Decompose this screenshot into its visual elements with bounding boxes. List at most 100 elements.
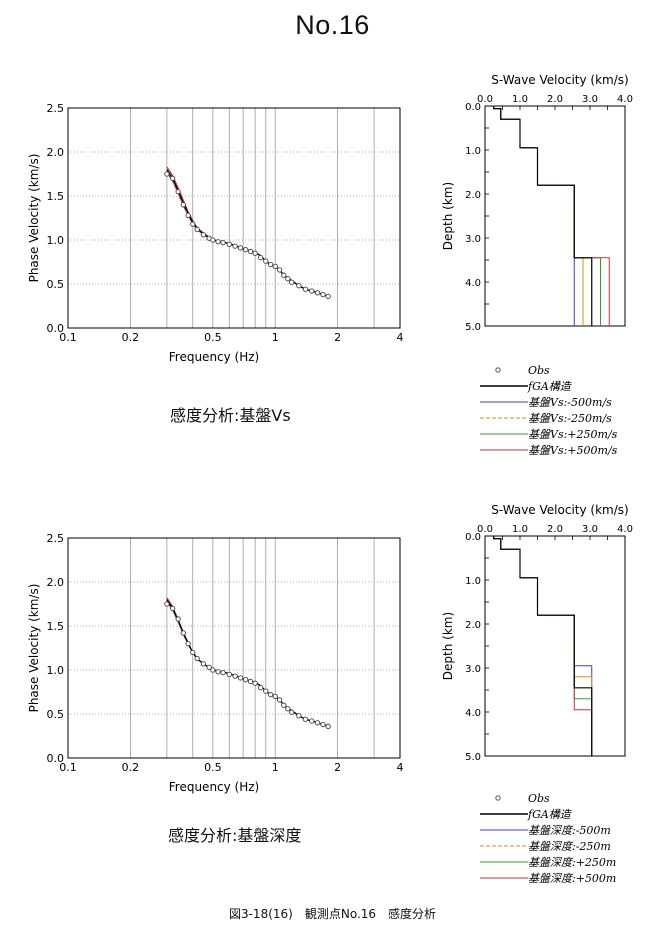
disp2-obs-point <box>263 688 269 694</box>
prof2-y-tick-label: 3.0 <box>465 664 481 675</box>
figure-footer: 図3-18(16) 観測点No.16 感度分析 <box>228 907 437 921</box>
disp2-x-tick-label: 2 <box>334 761 341 774</box>
prof2-y-tick-label: 5.0 <box>465 752 481 763</box>
prof2-title: S-Wave Velocity (km/s) <box>491 503 628 517</box>
dispersion-chart-basement-depth: 0.1 0.2 0.5 1 2 4 0.0 0.5 1.0 1.5 2.0 2.5 Frequency … <box>27 532 404 794</box>
disp2-obs-point <box>215 669 221 675</box>
disp2-x-tick-label: 0.2 <box>122 761 140 774</box>
prof1-x-tick-label: 1.0 <box>512 94 528 105</box>
disp1-series-m500 <box>166 171 329 297</box>
disp2-y-tick-label: 2.5 <box>47 532 65 545</box>
prof1-profile-m250 <box>493 106 584 326</box>
prof2-profile-p250 <box>493 536 593 756</box>
disp1-y-axis-label: Phase Velocity (km/s) <box>27 154 41 283</box>
disp2-series-p250 <box>166 597 329 727</box>
disp1-obs-point <box>220 239 226 246</box>
disp1-obs-point <box>170 175 176 182</box>
disp1-x-tick-label: 0.1 <box>59 331 77 344</box>
disp1-series-fga <box>166 169 329 297</box>
prof1-plot-frame <box>484 105 626 327</box>
disp2-obs-point <box>237 675 244 681</box>
disp2-obs-point <box>281 702 287 708</box>
disp2-y-tick-label: 0.5 <box>47 708 65 721</box>
section-caption-basement-depth: 感度分析:基盤深度 <box>168 826 302 845</box>
disp2-obs-point <box>200 661 207 667</box>
disp1-obs-point <box>309 288 315 294</box>
disp1-obs-point <box>252 250 258 256</box>
prof2-y-tick-label: 4.0 <box>465 708 481 719</box>
disp1-obs-point <box>194 226 200 233</box>
disp1-obs-point <box>232 243 238 249</box>
prof2-profile-m500 <box>493 536 593 756</box>
disp1-obs-point <box>281 272 287 278</box>
prof2-plot-frame <box>484 535 626 757</box>
disp1-obs-point <box>175 188 181 195</box>
disp2-y-tick-label: 1.5 <box>47 620 65 633</box>
disp2-obs-point <box>190 649 196 656</box>
prof2-x-tick-label: 4.0 <box>617 524 633 535</box>
disp2-obs-point <box>325 723 331 729</box>
disp1-y-tick-label: 0.5 <box>47 278 65 291</box>
prof1-x-tick-label: 4.0 <box>617 94 633 105</box>
disp1-obs-point <box>296 283 302 289</box>
disp2-obs-point <box>276 697 283 703</box>
disp2-obs-point <box>232 673 238 679</box>
prof2-y-tick-label: 1.0 <box>465 576 481 587</box>
prof2-y-tick-label: 0.0 <box>465 532 481 543</box>
prof1-x-tick-label: 2.0 <box>547 94 563 105</box>
disp1-x-tick-label: 2 <box>334 331 341 344</box>
disp1-obs-point <box>325 293 331 299</box>
prof2-y-tick-label: 2.0 <box>465 620 481 631</box>
disp1-x-tick-label: 0.2 <box>122 331 140 344</box>
leg2-legend-label-fga: fGA構造 <box>527 808 572 821</box>
leg2-legend-swatch-obs <box>495 795 501 801</box>
disp2-obs-point <box>288 709 295 715</box>
disp2-series-m250 <box>166 601 329 727</box>
prof2-y-axis-label: Depth (km) <box>441 612 455 680</box>
disp1-x-tick-label: 4 <box>397 331 404 344</box>
disp2-obs-point <box>164 601 170 607</box>
disp2-obs-point <box>309 718 315 724</box>
prof1-y-tick-label: 2.0 <box>465 190 481 201</box>
leg1-legend-label-m500: 基盤Vs:-500m/s <box>528 396 612 409</box>
dispersion-chart-basement-vs: 0.1 0.2 0.5 1 2 4 0.0 0.5 1.0 1.5 2.0 2.5 Frequency … <box>27 102 404 364</box>
disp2-x-tick-label: 0.1 <box>59 761 77 774</box>
disp2-y-tick-label: 1.0 <box>47 664 65 677</box>
prof1-profile-p250 <box>493 106 601 326</box>
prof1-title: S-Wave Velocity (km/s) <box>491 73 628 87</box>
prof2-x-tick-label: 1.0 <box>512 524 528 535</box>
disp2-obs-point <box>194 655 200 662</box>
prof1-profile-fga <box>493 106 593 326</box>
disp2-series-m500 <box>166 601 329 727</box>
prof1-y-tick-label: 3.0 <box>465 234 481 245</box>
disp1-y-tick-label: 0.0 <box>47 322 65 335</box>
disp1-obs-point <box>285 276 291 282</box>
disp1-x-tick-label: 0.5 <box>204 331 222 344</box>
disp1-obs-point <box>288 279 295 285</box>
page-title: No.16 <box>295 10 370 40</box>
leg2-legend-label-m500: 基盤深度:-500m <box>528 824 611 837</box>
disp2-obs-point <box>247 678 254 685</box>
disp2-obs-point <box>180 630 186 636</box>
disp1-obs-point <box>263 258 269 264</box>
leg1-legend-label-p250: 基盤Vs:+250m/s <box>528 428 618 441</box>
prof2-profile-fga <box>493 536 593 756</box>
disp2-y-tick-label: 2.0 <box>47 576 65 589</box>
disp2-obs-point <box>302 716 309 722</box>
disp2-obs-point <box>285 706 291 712</box>
prof1-profile-m500 <box>493 106 575 326</box>
disp1-obs-point <box>272 263 278 270</box>
prof2-x-tick-label: 0.0 <box>477 524 493 535</box>
prof1-x-tick-label: 0.0 <box>477 94 493 105</box>
disp2-obs-point <box>243 677 249 683</box>
disp2-obs-point <box>296 713 302 719</box>
prof2-x-tick-label: 2.0 <box>547 524 563 535</box>
prof1-x-tick-label: 3.0 <box>582 94 598 105</box>
disp2-obs-point <box>210 667 216 673</box>
disp2-obs-point <box>220 669 226 676</box>
disp1-obs-point <box>257 254 264 261</box>
leg1-legend-label-fga: fGA構造 <box>527 380 572 393</box>
prof1-y-tick-label: 4.0 <box>465 278 481 289</box>
disp1-obs-point <box>190 221 196 227</box>
